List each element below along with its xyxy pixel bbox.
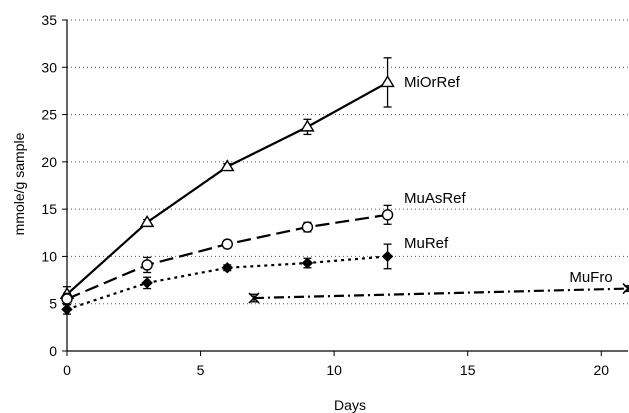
x-tick-label: 5 xyxy=(197,362,205,378)
data-point xyxy=(221,238,233,250)
data-point xyxy=(139,215,155,228)
y-tick-label: 35 xyxy=(41,12,57,28)
series-mufro: MuFro xyxy=(248,269,629,304)
y-tick-label: 30 xyxy=(41,59,57,75)
series-label: MuAsRef xyxy=(404,190,467,207)
data-point xyxy=(380,75,395,88)
series-label: MuRef xyxy=(404,235,449,252)
x-axis-title: Days xyxy=(334,397,366,413)
data-point xyxy=(301,257,314,269)
x-tick-label: 15 xyxy=(460,362,476,378)
data-point xyxy=(381,209,394,221)
y-tick-label: 10 xyxy=(41,248,57,264)
data-point xyxy=(220,159,235,172)
y-tick-label: 0 xyxy=(49,343,57,359)
series-line xyxy=(253,287,629,300)
series-muasref: MuAsRef xyxy=(61,190,467,306)
gridlines xyxy=(67,19,628,305)
series-label: MiOrRef xyxy=(404,74,461,91)
data-point xyxy=(221,262,233,274)
axes: 0 5 10 15 20 25 30 35 0 5 10 15 20 xyxy=(41,12,628,378)
data-point xyxy=(301,221,314,233)
series-group: MiOrRef MuAsRef MuRef MuFro xyxy=(59,57,629,316)
x-tick-label: 0 xyxy=(63,362,71,378)
y-tick-label: 25 xyxy=(41,107,57,123)
data-point xyxy=(381,250,394,263)
x-tick-label: 10 xyxy=(326,362,342,378)
data-point xyxy=(141,277,153,289)
y-tick-label: 15 xyxy=(41,201,57,217)
y-tick-label: 20 xyxy=(41,154,57,170)
data-point xyxy=(622,283,629,295)
data-point xyxy=(61,303,73,316)
series-label: MuFro xyxy=(569,269,612,286)
data-point xyxy=(141,259,153,271)
y-axis-title: mmole/g sample xyxy=(11,132,27,235)
y-tick-label: 5 xyxy=(49,296,57,312)
data-point xyxy=(248,292,260,304)
series-muref: MuRef xyxy=(61,235,449,316)
x-tick-label: 20 xyxy=(593,362,609,378)
series-line xyxy=(66,255,388,311)
series-miorref: MiOrRef xyxy=(59,57,461,303)
data-point xyxy=(300,119,315,132)
data-point xyxy=(61,293,73,305)
